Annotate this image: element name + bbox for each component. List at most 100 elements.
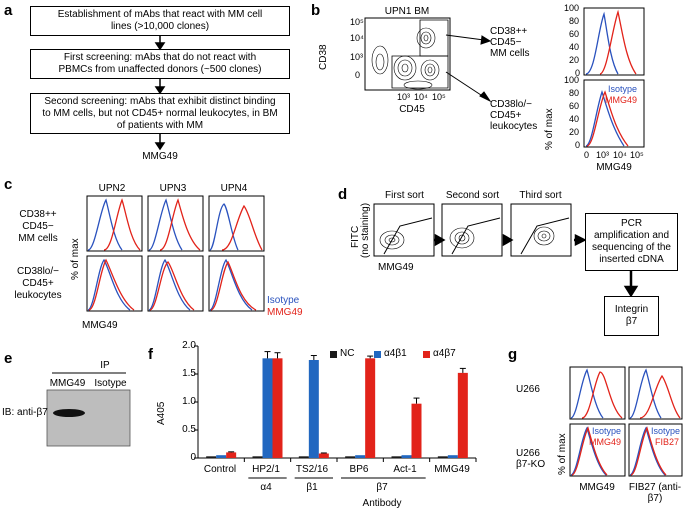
g-legend-left-mmg49: MMG49: [589, 437, 622, 447]
ytick-f-15: 1.5: [182, 368, 196, 379]
lane-isotype: Isotype: [94, 378, 127, 389]
step-1-text: Establishment of mAbs that react with MM…: [57, 9, 263, 32]
g-row-1: U266: [516, 384, 540, 395]
panel-c-x-label: MMG49: [82, 320, 118, 331]
step-2-text: First screening: mAbs that do not react …: [58, 52, 262, 75]
cat-label-bp6: BP6: [349, 464, 369, 475]
group-label-b1: β1: [306, 482, 318, 493]
hist-b-yt-0a: 0: [575, 68, 581, 78]
bar-α4β1-HP2/1: [262, 358, 273, 458]
ytick-f-05: 0.5: [182, 424, 196, 435]
ytick-f-10: 1.0: [182, 396, 196, 407]
legend-f-a4b1: α4β1: [384, 348, 407, 359]
hist-b-yt-80a: 80: [569, 16, 580, 26]
bar-α4β7-BP6: [365, 358, 376, 458]
hist-b-yt-100b: 100: [564, 75, 580, 85]
panel-c-col-1: UPN2: [98, 183, 126, 194]
panel-c-row-top-1: CD38++: [19, 209, 57, 220]
integrin-line1: Integrin: [614, 304, 649, 315]
hist-b-legend-mmg49: MMG49: [605, 95, 638, 105]
integrin-box: Integrin β7: [604, 296, 659, 336]
g-legend-left-isotype: Isotype: [592, 426, 622, 436]
pcr-box: PCR amplification and sequencing of the …: [585, 213, 678, 271]
ytick-f-0: 0: [190, 452, 196, 463]
hist-b-yt-0b: 0: [575, 140, 581, 150]
legend-swatch-α4β7: [423, 351, 430, 358]
bar-α4β7-Act-1: [411, 403, 422, 458]
panel-b-xtick-3: 10⁵: [432, 92, 446, 102]
bar-α4β7-MMG49: [457, 372, 468, 458]
group-label-a4: α4: [260, 482, 272, 493]
gate-top-line1: CD38++: [490, 26, 528, 37]
hist-b-xt-4: 10⁴: [613, 150, 627, 160]
legend-f-a4b7: α4β7: [433, 348, 456, 359]
bar-NC-MMG49: [437, 456, 448, 458]
bar-NC-Control: [206, 456, 217, 458]
bar-α4β1-Control: [216, 455, 227, 458]
bar-NC-HP2/1: [252, 456, 263, 458]
panel-b-title: UPN1 BM: [384, 6, 430, 17]
legend-swatch-α4β1: [374, 351, 381, 358]
step-3-text: Second screening: mAbs that exhibit dist…: [42, 95, 278, 131]
blot-label: IB: anti-β7: [2, 407, 48, 418]
legend-swatch-NC: [330, 351, 337, 358]
bar-α4β1-BP6: [355, 455, 366, 458]
bar-α4β7-HP2/1: [272, 358, 283, 458]
panel-e-letter: e: [4, 350, 13, 367]
g-legend-right-isotype: Isotype: [651, 426, 681, 436]
cat-label-mmg49: MMG49: [434, 464, 470, 475]
panel-c-legend-mmg49: MMG49: [267, 307, 303, 318]
hist-b-xt-0: 0: [584, 150, 590, 160]
hist-b-xt-3: 10³: [596, 150, 610, 160]
gate-top-line3: MM cells: [490, 48, 530, 59]
panel-b-ytick-2: 10⁴: [350, 33, 364, 43]
panel-f-bars: [206, 351, 468, 458]
hist-b-legend-isotype: Isotype: [608, 84, 638, 94]
hist-b-yt-80b: 80: [569, 88, 580, 98]
cat-label-hp21: HP2/1: [252, 464, 280, 475]
panel-c-row-bot-1: CD38lo/−: [17, 266, 59, 277]
panel-b-ytick-4: 0: [355, 70, 361, 80]
panel-b-ytick-3: 10³: [350, 52, 364, 62]
cat-label-control: Control: [203, 464, 237, 475]
panel-c-row-top-2: CD45−: [22, 221, 54, 232]
panel-g-letter: g: [508, 346, 518, 363]
panel-c-legend-isotype: Isotype: [267, 295, 300, 306]
panel-c-letter: c: [4, 176, 13, 193]
panel-c-col-2: UPN3: [159, 183, 187, 194]
panel-d-x-label: MMG49: [378, 262, 414, 273]
sort-label-2: Second sort: [445, 190, 500, 201]
panel-e-ip: IP: [100, 360, 110, 371]
g-x-label-2: FIB27 (anti-β7): [628, 482, 682, 504]
bar-α4β1-Act-1: [401, 455, 412, 458]
ytick-f-20: 2.0: [182, 340, 196, 351]
panel-b-letter: b: [311, 2, 321, 19]
step-box-1: Establishment of mAbs that react with MM…: [30, 6, 290, 36]
hist-b-xt-5: 10⁵: [630, 150, 644, 160]
panel-c-row-bot-3: leukocytes: [14, 290, 62, 301]
hist-b-yt-40b: 40: [569, 114, 580, 124]
hist-b-yt-60a: 60: [569, 29, 580, 39]
sort-label-3: Third sort: [519, 190, 562, 201]
gate-bottom-line3: leukocytes: [490, 121, 538, 132]
gate-bottom-line1: CD38lo/−: [490, 99, 532, 110]
cat-label-act1: Act-1: [393, 464, 417, 475]
panel-f-letter: f: [148, 346, 153, 363]
cat-label-ts216: TS2/16: [295, 464, 329, 475]
integrin-line2: β7: [625, 316, 638, 327]
panel-f-xlabel: Antibody: [362, 498, 402, 509]
bar-α4β1-MMG49: [447, 455, 458, 458]
panel-b-xtick-1: 10³: [397, 92, 411, 102]
hist-b-yt-60b: 60: [569, 101, 580, 111]
panel-c-col-3: UPN4: [220, 183, 248, 194]
panel-b-x-axis: CD45: [399, 104, 425, 115]
bar-NC-Act-1: [391, 456, 402, 458]
panel-b-ytick-1: 10⁵: [350, 17, 364, 27]
bar-NC-BP6: [345, 456, 356, 458]
